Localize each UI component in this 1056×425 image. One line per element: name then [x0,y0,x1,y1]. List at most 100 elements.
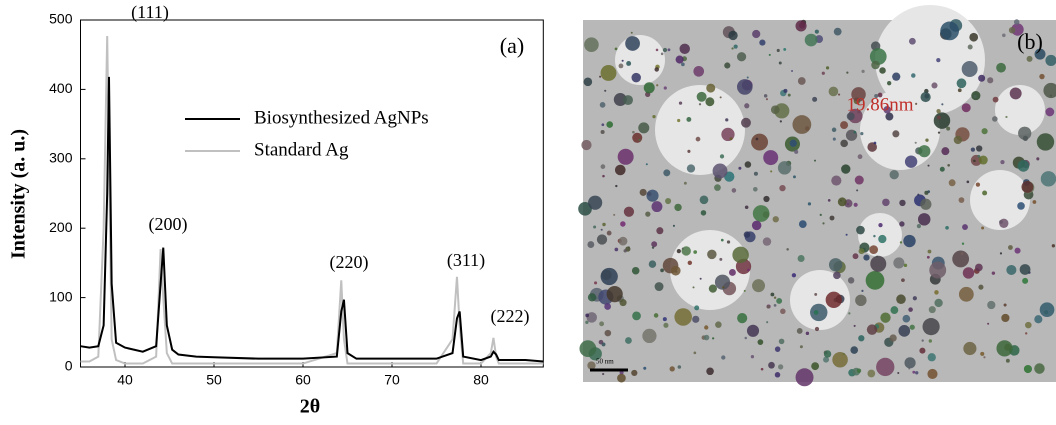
particle [686,117,692,122]
y-axis-label: Intensity (a. u.) [8,129,30,259]
peak-annotation: (111) [131,2,169,23]
x-tick-label: 50 [206,372,222,388]
particle [1018,126,1032,140]
particle [999,252,1003,255]
particle [643,82,655,94]
particle [1003,303,1007,307]
particle [699,277,702,280]
particle [670,265,681,276]
particle [733,44,738,49]
particle [789,139,797,147]
particle [1013,19,1020,25]
particle [1045,107,1055,117]
particle [896,294,906,304]
particle [1032,200,1037,204]
particle [632,311,641,321]
particle [737,313,748,324]
particle [614,247,619,252]
particle [651,246,655,249]
particle [1025,332,1028,335]
particle [828,258,843,272]
particle [613,213,616,216]
particle [873,234,876,238]
particle [987,322,990,325]
particle [1051,244,1056,248]
particle [743,289,746,292]
particle [768,361,775,369]
particle [776,297,783,304]
particle [804,33,818,47]
particle [837,197,847,207]
particle [1036,157,1040,161]
particle [856,368,862,374]
particle [619,370,624,375]
particle [778,61,782,65]
particle [705,97,715,107]
particle [672,224,675,227]
particle [681,62,685,67]
particle [860,131,864,136]
particle [585,313,590,318]
y-tick-label: 500 [49,11,73,27]
particle [861,289,864,293]
plot-frame [80,19,544,368]
particle [1022,277,1029,284]
particle [770,105,780,115]
particle [889,334,897,342]
x-tick-label: 80 [473,372,489,388]
particle [746,324,760,337]
particle [840,121,849,130]
particle [599,321,605,327]
particle [660,268,664,273]
particle [1023,364,1032,374]
particle [698,103,702,106]
particle [763,150,779,166]
particle [602,222,606,227]
particle [953,135,963,145]
particle [706,367,714,376]
particle [642,328,657,344]
particle [914,141,917,144]
particle [686,164,696,173]
particle [822,222,825,225]
tem-image [578,5,1056,387]
particle [751,133,769,151]
particle [813,310,819,315]
particle [662,317,667,322]
particle [773,303,777,307]
particle [654,282,664,291]
particle [1036,133,1055,151]
particle [631,266,640,275]
particle [780,308,786,315]
particle [1014,247,1021,254]
particle [869,245,879,254]
particle [960,252,964,256]
particle [648,260,657,268]
particle [651,201,663,213]
particle [987,300,996,310]
particle [903,234,916,248]
particle [892,130,900,138]
particle [618,236,628,246]
particle [851,87,866,102]
particle [736,79,753,95]
particle [987,77,994,84]
particle [796,328,803,334]
particle [871,101,874,104]
particle [899,241,903,244]
particle [1022,135,1029,141]
particle [619,299,627,307]
particle [1006,264,1017,275]
particle [731,188,737,193]
particle [870,255,887,272]
particle [751,220,762,231]
particle [793,175,796,179]
particle [593,225,597,229]
y-tick-label: 0 [65,358,73,374]
particle [831,175,842,186]
particle [931,82,938,89]
legend-label: Standard Ag [254,139,349,160]
particle [840,139,848,148]
